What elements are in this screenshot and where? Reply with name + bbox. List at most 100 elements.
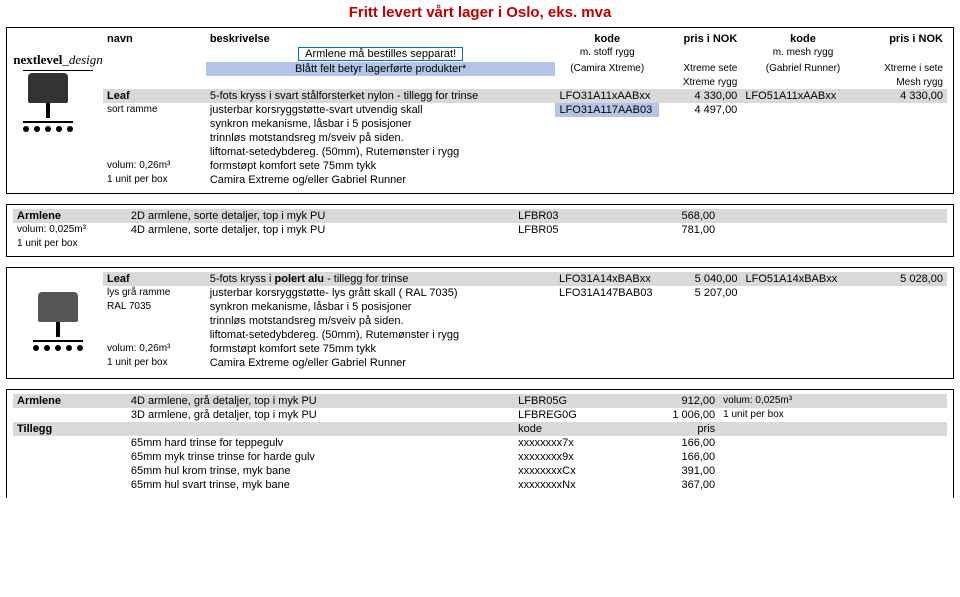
leaf1-r1k: LFO31A117AAB03	[555, 103, 659, 117]
arm2-r1k: LFBR05G	[514, 394, 628, 408]
t2k: xxxxxxxx9x	[514, 450, 628, 464]
sub-xtremerygg: Xtreme rygg	[659, 76, 741, 89]
leaf2-r5l: volum: 0,26m³	[103, 342, 206, 356]
t4p: 367,00	[628, 478, 719, 492]
arm2-r1n: volum: 0,025m³	[719, 394, 856, 408]
leaf1-k1: LFO31A11xAABxx	[555, 89, 659, 103]
chair-icon	[13, 73, 83, 153]
brand-logo: nextlevel_design	[13, 52, 103, 71]
hdr-pris2: pris i NOK	[865, 32, 947, 46]
leaf2-r1p: 5 207,00	[659, 286, 741, 300]
sub-stoffrygg: m. stoff rygg	[555, 46, 659, 62]
leaf2-desc: 5-fots kryss i polert alu - tillegg for …	[206, 272, 555, 286]
leaf1-r1p: 4 497,00	[659, 103, 741, 117]
tillegg-name: Tillegg	[13, 422, 127, 436]
leaf2-r1k: LFO31A147BAB03	[555, 286, 659, 300]
chair-image-col	[13, 272, 103, 372]
arm1-r3l: 1 unit per box	[13, 237, 127, 250]
sub-xtremeisete: Xtreme i sete	[865, 62, 947, 76]
arm2-r2d: 3D armlene, grå detaljer, top i myk PU	[127, 408, 514, 422]
leaf2-r6d: Camira Extreme og/eller Gabriel Runner	[206, 356, 555, 370]
sub-meshrygg: m. mesh rygg	[741, 46, 864, 62]
leaf1-desc: 5-fots kryss i svart stålforsterket nylo…	[206, 89, 556, 103]
leaf2-d0c: - tillegg for trinse	[324, 273, 408, 285]
section-leaf-black: nextlevel_design navn beskrivelse kode p…	[6, 27, 954, 194]
tillegg-kode-hdr: kode	[514, 422, 628, 436]
leaf2-r1d: justerbar korsryggstøtte- lys grått skal…	[206, 286, 555, 300]
leaf2-r4: liftomat-setedybdereg. (50mm), Rutemønst…	[206, 328, 555, 342]
t3k: xxxxxxxxCx	[514, 464, 628, 478]
hdr-kode1: kode	[555, 32, 659, 46]
leaf2-r5d: formstøpt komfort sete 75mm tykk	[206, 342, 555, 356]
note-armlene: Armlene må bestilles sepparat!	[298, 47, 463, 61]
chair-icon	[23, 292, 93, 372]
leaf2-table: Leaf 5-fots kryss i polert alu - tillegg…	[103, 272, 947, 370]
sub-camira: (Camira Xtreme)	[555, 62, 659, 76]
t3p: 391,00	[628, 464, 719, 478]
leaf1-p2: 4 330,00	[865, 89, 947, 103]
leaf1-r6l: 1 unit per box	[103, 173, 206, 187]
hdr-beskrivelse: beskrivelse	[206, 32, 556, 46]
sub-gabriel: (Gabriel Runner)	[741, 62, 864, 76]
arm1-r1d: 2D armlene, sorte detaljer, top i myk PU	[127, 209, 514, 223]
hdr-kode2: kode	[741, 32, 864, 46]
leaf1-p1: 4 330,00	[659, 89, 741, 103]
leaf2-r2l: RAL 7035	[103, 300, 206, 314]
leaf1-r5l: volum: 0,26m³	[103, 159, 206, 173]
t4d: 65mm hul svart trinse, myk bane	[127, 478, 514, 492]
section-armlene-tillegg: Armlene 4D armlene, grå detaljer, top i …	[6, 389, 954, 498]
arm2-name: Armlene	[13, 394, 127, 408]
t2d: 65mm myk trinse trinse for harde gulv	[127, 450, 514, 464]
leaf2-r3: trinnløs motstandsreg m/sveiv på siden.	[206, 314, 555, 328]
leaf2-r2d: synkron mekanisme, låsbar i 5 posisjoner	[206, 300, 555, 314]
sub-meshrygg2: Mesh rygg	[865, 76, 947, 89]
arm1-r2d: 4D armlene, sorte detaljer, top i myk PU	[127, 223, 514, 237]
t1p: 166,00	[628, 436, 719, 450]
leaf1-r2: synkron mekanisme, låsbar i 5 posisjoner	[206, 117, 556, 131]
t1d: 65mm hard trinse for teppegulv	[127, 436, 514, 450]
leaf2-r6l: 1 unit per box	[103, 356, 206, 370]
leaf2-d0a: 5-fots kryss i	[210, 273, 275, 285]
leaf1-name: Leaf	[103, 89, 206, 103]
sub-xtremesete: Xtreme sete	[659, 62, 741, 76]
brand-suffix: _design	[62, 52, 102, 67]
section-armlene-1: Armlene 2D armlene, sorte detaljer, top …	[6, 204, 954, 257]
arm2-r2n: 1 unit per box	[719, 408, 856, 422]
t1k: xxxxxxxx7x	[514, 436, 628, 450]
arm2-table: Armlene 4D armlene, grå detaljer, top i …	[13, 394, 947, 492]
header-table: navn beskrivelse kode pris i NOK kode pr…	[103, 32, 947, 187]
leaf1-r6d: Camira Extreme og/eller Gabriel Runner	[206, 173, 556, 187]
t2p: 166,00	[628, 450, 719, 464]
arm2-r2p: 1 006,00	[628, 408, 719, 422]
section-leaf-alu: Leaf 5-fots kryss i polert alu - tillegg…	[6, 267, 954, 379]
leaf2-name: Leaf	[103, 272, 206, 286]
arm1-r1k: LFBR03	[514, 209, 628, 223]
leaf1-r1d: justerbar korsryggstøtte-svart utvendig …	[206, 103, 556, 117]
t3d: 65mm hul krom trinse, myk bane	[127, 464, 514, 478]
brand-name: nextlevel	[13, 52, 62, 67]
leaf2-k2: LFO51A14xBABxx	[742, 272, 865, 286]
arm1-r2l: volum: 0,025m³	[13, 223, 127, 237]
leaf1-r5d: formstøpt komfort sete 75mm tykk	[206, 159, 556, 173]
note-blue: Blått felt betyr lagerførte produkter*	[206, 62, 556, 76]
arm1-r1p: 568,00	[628, 209, 719, 223]
leaf1-k2: LFO51A11xAABxx	[741, 89, 864, 103]
leaf2-k1: LFO31A14xBABxx	[555, 272, 659, 286]
tillegg-pris-hdr: pris	[628, 422, 719, 436]
arm1-table: Armlene 2D armlene, sorte detaljer, top …	[13, 209, 947, 250]
arm2-r2k: LFBREG0G	[514, 408, 628, 422]
hdr-navn: navn	[103, 32, 206, 46]
arm1-r2k: LFBR05	[514, 223, 628, 237]
leaf1-r4: liftomat-setedybdereg. (50mm), Rutemønst…	[206, 145, 556, 159]
arm2-r1d: 4D armlene, grå detaljer, top i myk PU	[127, 394, 514, 408]
t4k: xxxxxxxxNx	[514, 478, 628, 492]
brand-and-image-col: nextlevel_design	[13, 32, 103, 153]
leaf2-p1: 5 040,00	[659, 272, 741, 286]
leaf2-d0b: polert alu	[275, 273, 325, 285]
leaf1-r3: trinnløs motstandsreg m/sveiv på siden.	[206, 131, 556, 145]
leaf1-r1l: sort ramme	[103, 103, 206, 117]
leaf2-r1l: lys grå ramme	[103, 286, 206, 300]
arm1-r2p: 781,00	[628, 223, 719, 237]
leaf2-p2: 5 028,00	[865, 272, 947, 286]
arm2-r1p: 912,00	[628, 394, 719, 408]
